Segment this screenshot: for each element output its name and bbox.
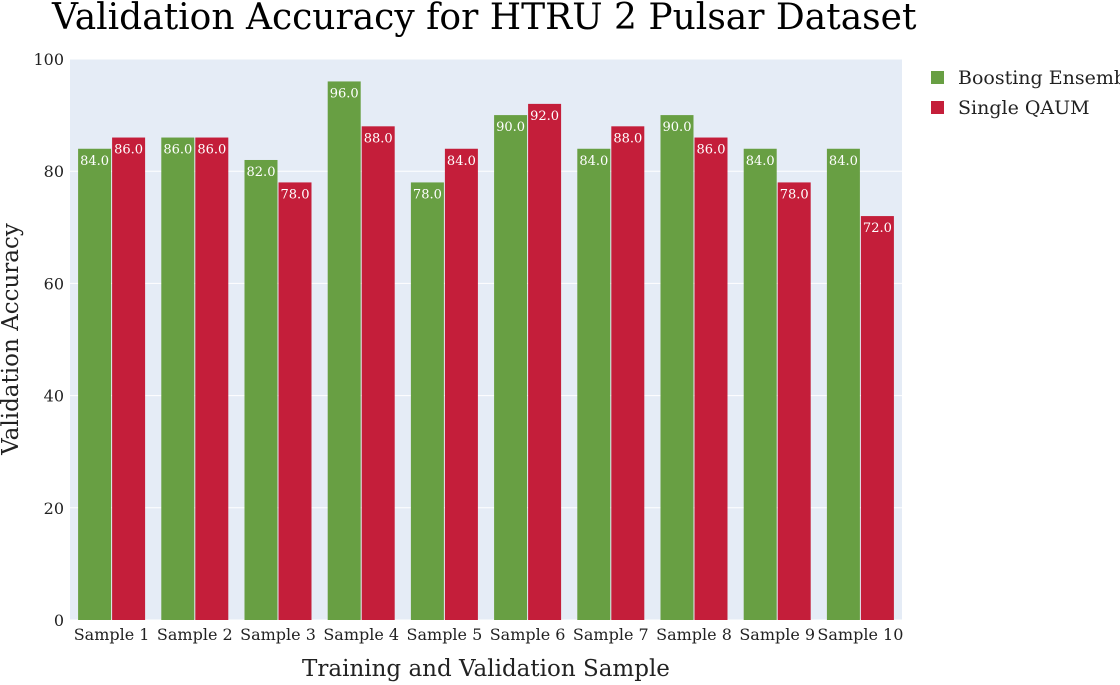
x-tick-label: Sample 8 bbox=[656, 625, 732, 644]
bar-single-qaum-5[interactable] bbox=[444, 148, 478, 620]
bar-data-label: 78.0 bbox=[780, 187, 809, 202]
bar-data-label: 86.0 bbox=[114, 143, 143, 158]
bar-single-qaum-2[interactable] bbox=[195, 137, 229, 621]
bar-data-label: 86.0 bbox=[697, 143, 726, 158]
bar-data-label: 96.0 bbox=[330, 86, 359, 101]
x-tick-label: Sample 10 bbox=[817, 625, 903, 644]
bar-boosting-ensemble-3[interactable] bbox=[244, 159, 278, 621]
x-axis-title: Training and Validation Sample bbox=[302, 656, 670, 682]
y-tick-label: 40 bbox=[44, 387, 64, 406]
y-axis-title: Validation Accuracy bbox=[0, 223, 24, 456]
bar-data-label: 84.0 bbox=[829, 154, 858, 169]
plot-area bbox=[70, 59, 902, 620]
x-tick-label: Sample 5 bbox=[407, 625, 483, 644]
bar-boosting-ensemble-9[interactable] bbox=[743, 148, 777, 620]
bar-data-label: 88.0 bbox=[364, 131, 393, 146]
bar-data-label: 86.0 bbox=[197, 143, 226, 158]
bar-single-qaum-3[interactable] bbox=[278, 182, 312, 621]
y-tick-label: 60 bbox=[44, 274, 64, 293]
x-tick-label: Sample 3 bbox=[240, 625, 316, 644]
bar-data-label: 92.0 bbox=[530, 109, 559, 124]
y-axis-ticks: 0 20 40 60 80 100 bbox=[33, 50, 64, 630]
bar-single-qaum-7[interactable] bbox=[611, 126, 645, 620]
bar-data-label: 90.0 bbox=[663, 120, 692, 135]
bar-data-label: 84.0 bbox=[746, 154, 775, 169]
legend[interactable]: Boosting Ensemble Single QAUM bbox=[931, 67, 1120, 119]
y-tick-label: 20 bbox=[44, 499, 64, 518]
bar-data-label: 72.0 bbox=[863, 221, 892, 236]
bar-data-label: 88.0 bbox=[613, 131, 642, 146]
bar-single-qaum-9[interactable] bbox=[777, 182, 811, 621]
bar-boosting-ensemble-5[interactable] bbox=[410, 182, 444, 621]
bar-boosting-ensemble-6[interactable] bbox=[494, 115, 528, 620]
x-tick-label: Sample 1 bbox=[74, 625, 150, 644]
bar-single-qaum-10[interactable] bbox=[860, 216, 894, 620]
legend-item-label[interactable]: Boosting Ensemble bbox=[958, 67, 1120, 89]
y-tick-label: 80 bbox=[44, 162, 64, 181]
x-tick-label: Sample 7 bbox=[573, 625, 649, 644]
bars bbox=[78, 81, 894, 621]
x-axis-ticks: Sample 1 Sample 2 Sample 3 Sample 4 Sample 5… bbox=[74, 625, 904, 644]
legend-swatch[interactable] bbox=[931, 71, 944, 84]
x-tick-label: Sample 6 bbox=[490, 625, 566, 644]
legend-item-label[interactable]: Single QAUM bbox=[958, 97, 1090, 119]
x-tick-label: Sample 4 bbox=[323, 625, 399, 644]
bar-boosting-ensemble-8[interactable] bbox=[660, 115, 694, 620]
bar-single-qaum-1[interactable] bbox=[112, 137, 146, 621]
bar-boosting-ensemble-7[interactable] bbox=[577, 148, 611, 620]
bar-boosting-ensemble-2[interactable] bbox=[161, 137, 195, 621]
bar-data-label: 86.0 bbox=[163, 143, 192, 158]
bar-boosting-ensemble-10[interactable] bbox=[826, 148, 860, 620]
chart-title: Validation Accuracy for HTRU 2 Pulsar Da… bbox=[51, 0, 917, 38]
bar-data-label: 84.0 bbox=[447, 154, 476, 169]
bar-labels: 84.0 86.0 86.0 86.0 82.0 78.0 96.0 88.0 78.0 84.0… bbox=[80, 86, 892, 236]
bar-data-label: 84.0 bbox=[80, 154, 109, 169]
bar-single-qaum-8[interactable] bbox=[694, 137, 728, 621]
bar-data-label: 82.0 bbox=[247, 165, 276, 180]
bar-boosting-ensemble-1[interactable] bbox=[78, 148, 112, 620]
bar-data-label: 90.0 bbox=[496, 120, 525, 135]
bar-single-qaum-6[interactable] bbox=[528, 103, 562, 620]
legend-swatch[interactable] bbox=[931, 101, 944, 114]
bar-data-label: 78.0 bbox=[413, 187, 442, 202]
x-tick-label: Sample 9 bbox=[739, 625, 815, 644]
bar-data-label: 78.0 bbox=[281, 187, 310, 202]
bar-boosting-ensemble-4[interactable] bbox=[327, 81, 361, 620]
x-tick-label: Sample 2 bbox=[157, 625, 233, 644]
bar-data-label: 84.0 bbox=[579, 154, 608, 169]
bar-single-qaum-4[interactable] bbox=[361, 126, 395, 620]
y-tick-label: 0 bbox=[54, 611, 64, 630]
y-tick-label: 100 bbox=[33, 50, 64, 69]
